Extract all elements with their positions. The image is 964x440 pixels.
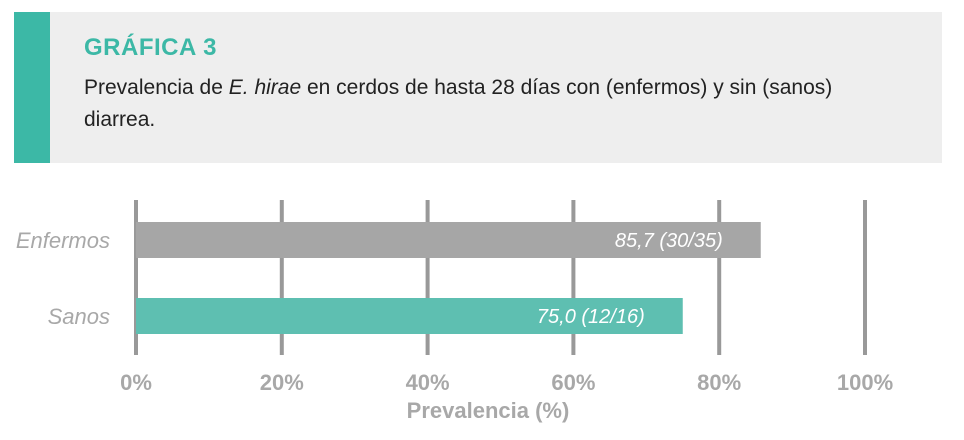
x-tick-label: 0% <box>120 370 152 395</box>
x-tick-label: 20% <box>260 370 304 395</box>
chart-header: GRÁFICA 3 Prevalencia de E. hirae en cer… <box>14 12 942 163</box>
x-tick-label: 100% <box>837 370 893 395</box>
x-axis-title: Prevalencia (%) <box>407 398 570 423</box>
x-tick-label: 40% <box>406 370 450 395</box>
header-accent-bar <box>14 12 50 163</box>
chart-title: Prevalencia de E. hirae en cerdos de has… <box>84 72 884 136</box>
figure-label: GRÁFICA 3 <box>84 34 217 61</box>
bar-sanos <box>136 298 683 334</box>
title-species: E. hirae <box>228 76 302 99</box>
bar-enfermos <box>136 222 761 258</box>
title-post: en cerdos de hasta 28 días con (enfermos… <box>84 76 833 131</box>
bar-value-label: 75,0 (12/16) <box>537 306 645 328</box>
y-category-label: Sanos <box>48 304 110 329</box>
bar-value-label: 85,7 (30/35) <box>615 230 723 252</box>
y-category-label: Enfermos <box>16 228 110 253</box>
x-tick-label: 60% <box>551 370 595 395</box>
title-pre: Prevalencia de <box>84 76 229 99</box>
x-tick-label: 80% <box>697 370 741 395</box>
